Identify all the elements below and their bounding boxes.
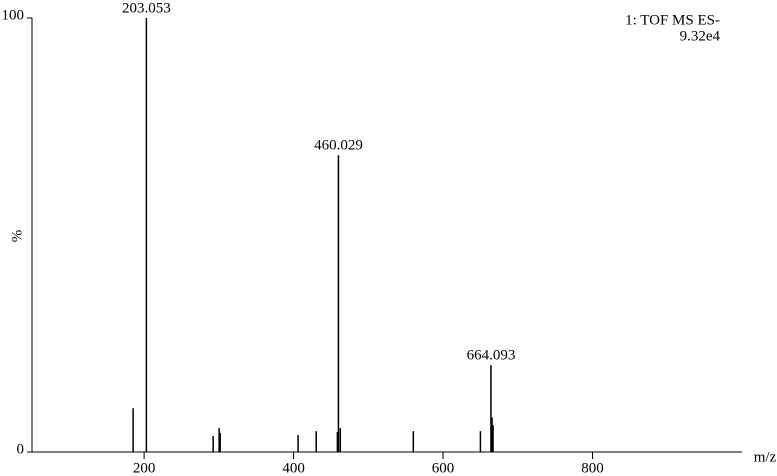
peak-label: 664.093 [467,348,516,364]
x-tick-label: 800 [581,460,604,476]
x-axis-label: m/z [754,449,777,465]
peak-label: 460.029 [314,138,363,154]
peak-label: 203.053 [122,0,171,16]
annotation: 9.32e4 [680,28,721,44]
y-axis-label: % [9,230,25,243]
x-tick-label: 400 [282,460,305,476]
x-tick-label: 600 [432,460,455,476]
annotation: 1: TOF MS ES- [625,12,720,28]
x-tick-label: 200 [133,460,156,476]
y-tick-label: 100 [2,7,25,23]
y-tick-label: 0 [17,441,25,457]
